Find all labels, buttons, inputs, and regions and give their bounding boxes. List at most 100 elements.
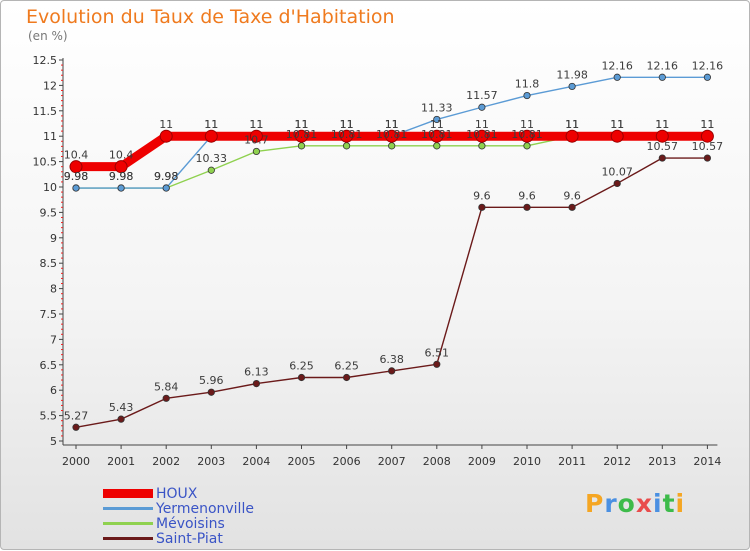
data-point (565, 129, 579, 143)
y-tick-label: 5 (50, 435, 57, 448)
data-point (295, 129, 308, 143)
data-label: 11 (610, 118, 624, 131)
x-tick-label: 2009 (468, 455, 496, 468)
data-label: 11 (295, 118, 309, 131)
data-point (703, 154, 712, 162)
data-label: 11 (159, 118, 173, 131)
data-label: 9.98 (64, 170, 89, 183)
legend-item: Mévoisins (103, 515, 254, 532)
x-tick-label: 2007 (378, 455, 406, 468)
data-point (72, 184, 80, 192)
data-label: 11 (430, 118, 444, 131)
data-point (523, 142, 531, 150)
data-label: 11 (655, 118, 669, 131)
data-point (478, 203, 486, 211)
x-tick-label: 2003 (197, 455, 225, 468)
data-label: 12.16 (692, 59, 724, 72)
data-point (568, 203, 576, 211)
data-label: 11 (249, 118, 263, 131)
data-point (523, 91, 531, 100)
legend-swatch (103, 489, 153, 498)
data-point (655, 129, 669, 143)
data-label: 9.98 (64, 170, 89, 183)
series-lines (69, 73, 714, 431)
data-point (297, 142, 306, 150)
data-label: 11 (204, 118, 218, 131)
data-point (613, 73, 621, 81)
data-label: 11 (475, 118, 489, 131)
data-point (207, 166, 215, 174)
x-tick-label: 2000 (62, 455, 90, 468)
x-tick-label: 2005 (288, 455, 316, 468)
data-label: 11 (340, 118, 354, 131)
y-tick-label: 7.5 (40, 308, 58, 321)
x-tick-label: 2004 (242, 455, 270, 468)
x-tick-label: 2008 (423, 455, 451, 468)
data-label: 9.98 (154, 170, 179, 183)
y-tick-label: 12 (43, 79, 57, 92)
data-label: 11 (700, 118, 714, 131)
data-label: 10.81 (421, 128, 453, 141)
data-label: 5.27 (64, 409, 89, 422)
y-tick-label: 9 (50, 232, 57, 245)
legend: HOUX Yermenonville Mévoisins Saint-Piat (103, 485, 254, 547)
x-tick-label: 2001 (107, 455, 135, 468)
data-label: 11 (385, 118, 399, 131)
data-point (297, 373, 306, 382)
data-label: 6.13 (244, 366, 269, 379)
data-label: 12.16 (647, 59, 679, 72)
data-label: 6.51 (425, 346, 450, 359)
x-tick-label: 2010 (513, 455, 541, 468)
data-point (433, 142, 441, 150)
y-tick-label: 9.5 (40, 206, 58, 219)
data-label: 11 (520, 118, 534, 131)
data-label: 9.98 (154, 170, 179, 183)
data-label: 11 (565, 118, 579, 131)
data-point (700, 129, 714, 143)
x-tick-label: 2006 (333, 455, 361, 468)
data-label: 5.43 (109, 401, 134, 414)
legend-swatch (103, 522, 153, 525)
data-label: 6.25 (289, 360, 314, 373)
data-label: 5.84 (154, 380, 179, 393)
data-point (430, 129, 444, 143)
data-point (388, 142, 396, 150)
proxiti-logo: Proxiti (585, 489, 686, 518)
legend-label: HOUX (156, 485, 198, 502)
data-point (478, 103, 486, 111)
data-point (342, 142, 351, 150)
data-label: 10.81 (331, 128, 363, 141)
chart-title: Evolution du Taux de Taxe d'Habitation (26, 6, 395, 28)
x-tick-label: 2014 (693, 455, 721, 468)
data-point (159, 129, 173, 143)
data-point (658, 73, 666, 81)
data-label: 11 (385, 118, 399, 131)
data-label: 10.81 (511, 128, 543, 141)
y-tick-label: 5.5 (40, 410, 58, 423)
y-tick-label: 7 (50, 333, 57, 346)
y-tick-label: 6.5 (40, 359, 58, 372)
legend-label: Mévoisins (156, 515, 225, 532)
data-label: 11.33 (421, 101, 453, 114)
data-point (478, 142, 486, 150)
data-point (114, 160, 128, 174)
data-label: 10.81 (286, 128, 318, 141)
data-point (162, 394, 170, 402)
data-label: 10.57 (692, 140, 724, 153)
data-label: 10.4 (64, 149, 89, 162)
data-label: 11 (340, 118, 354, 131)
data-label: 11.8 (515, 78, 540, 91)
data-label: 11 (655, 118, 669, 131)
data-label: 11 (700, 118, 714, 131)
x-tick-label: 2012 (603, 455, 631, 468)
data-label: 6.25 (334, 360, 359, 373)
data-label: 6.38 (379, 353, 404, 366)
data-point (433, 360, 441, 368)
y-tick-label: 6 (50, 384, 57, 397)
data-label: 10.33 (196, 152, 228, 165)
legend-item: Saint-Piat (103, 531, 254, 547)
data-label: 10.7 (244, 133, 269, 146)
y-tick-label: 11 (43, 130, 57, 143)
data-label: 10.57 (647, 140, 679, 153)
